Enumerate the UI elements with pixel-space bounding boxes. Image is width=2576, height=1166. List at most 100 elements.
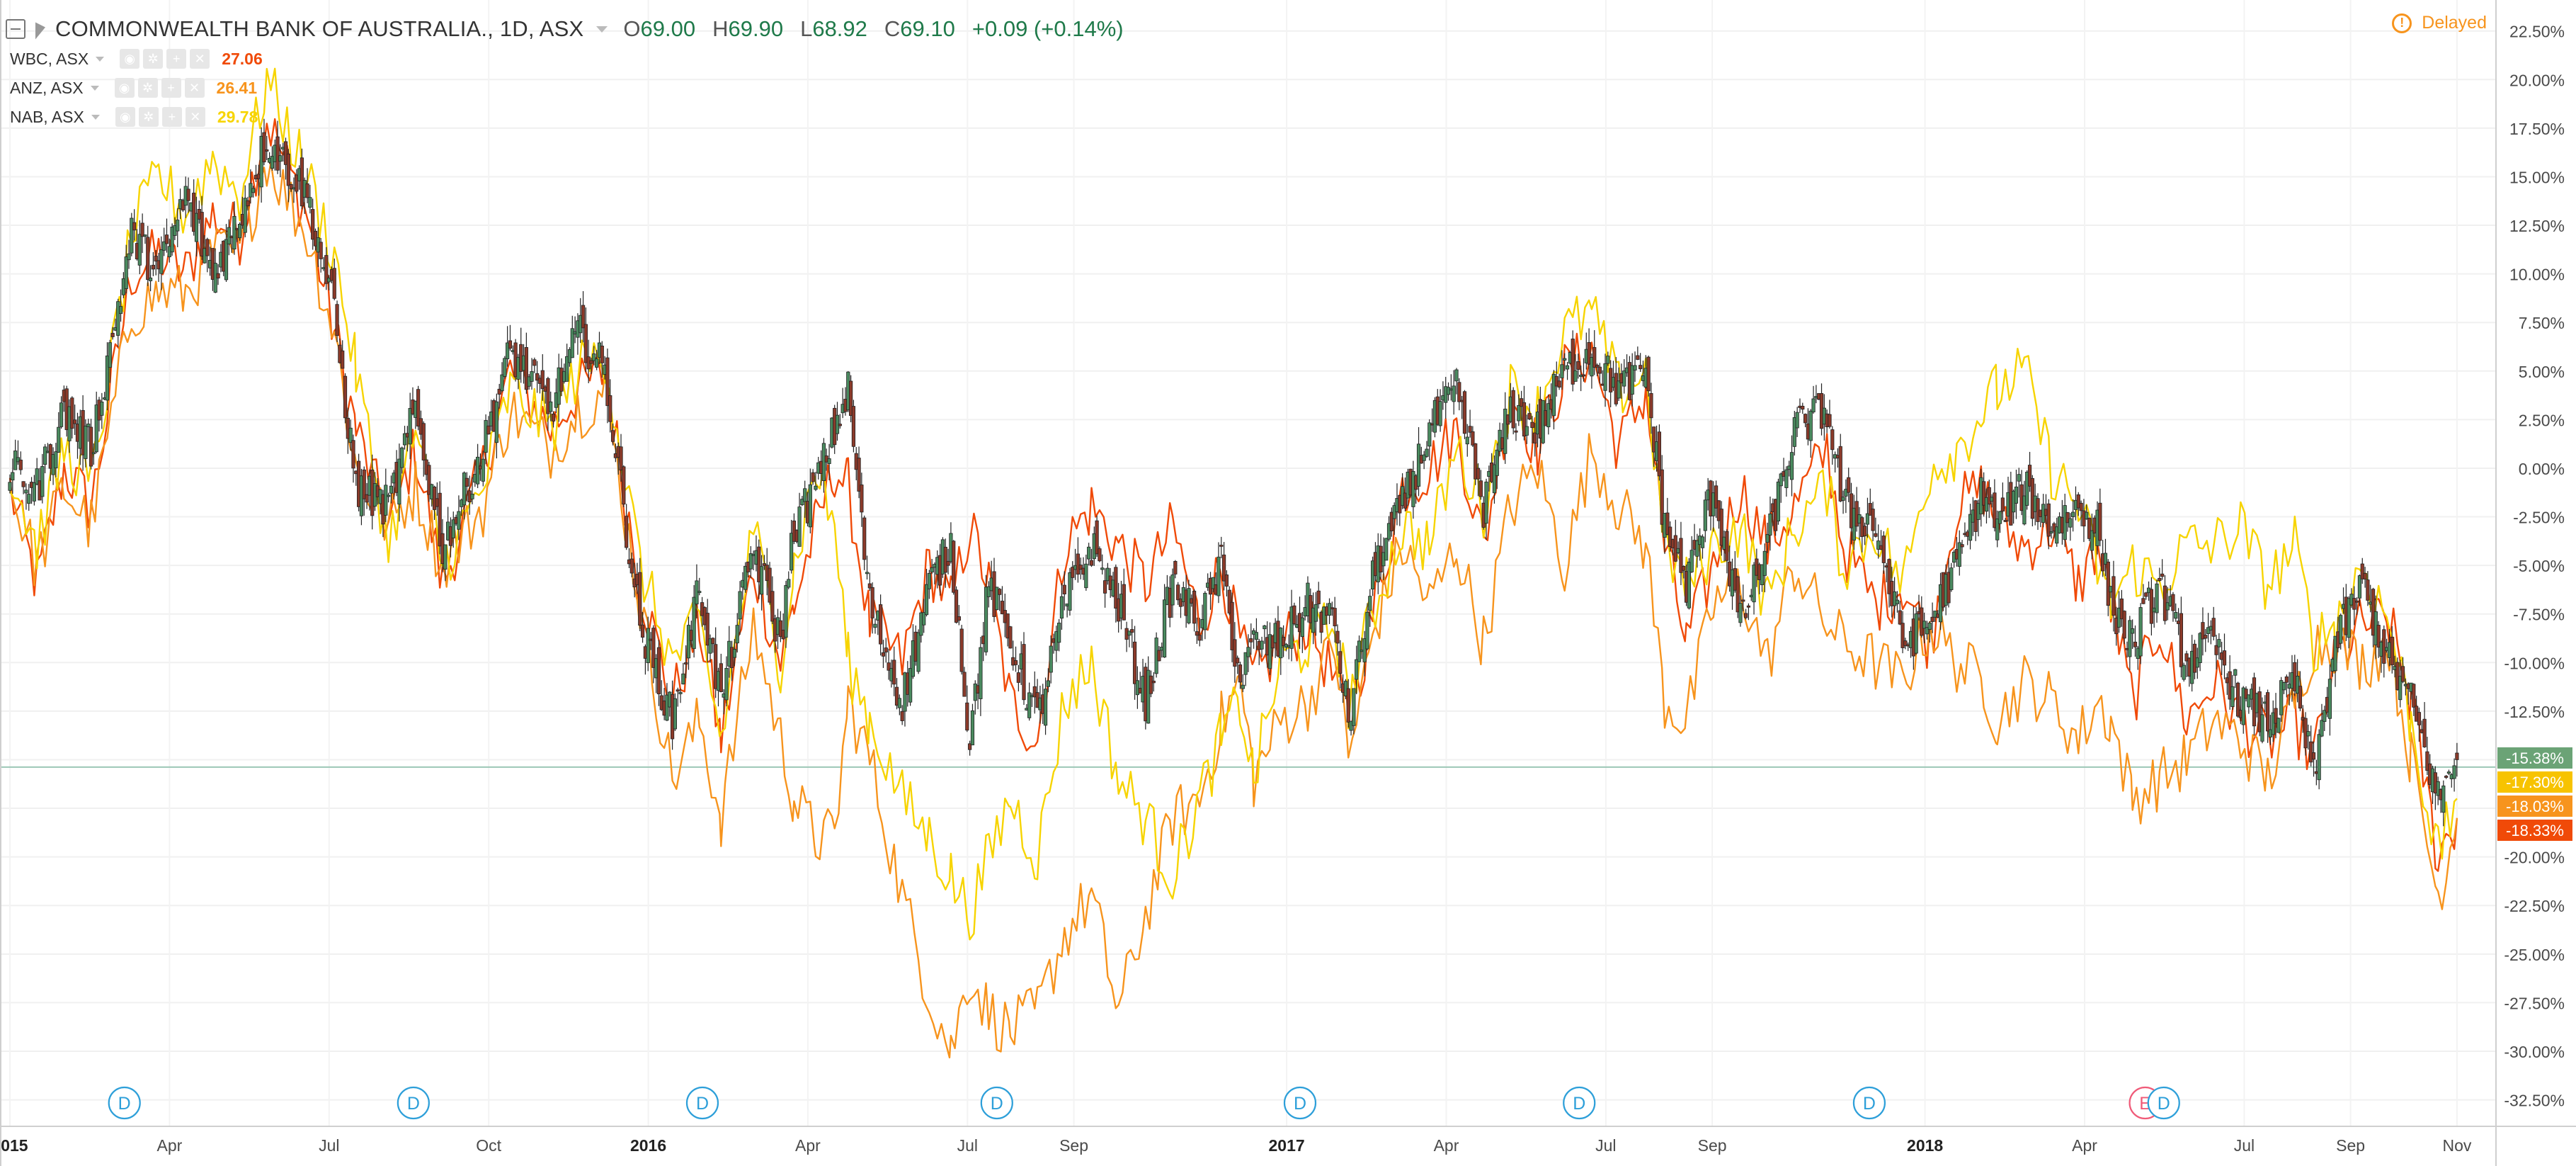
svg-text:-18.33%: -18.33%	[2506, 822, 2564, 839]
open-value: O69.00	[623, 16, 696, 41]
dividend-event-marker[interactable]: D	[108, 1086, 141, 1120]
compare-item-anz[interactable]: ANZ, ASX ◉ ✲ + ✕ 26.41	[10, 76, 257, 100]
y-tick-label: 12.50%	[2509, 217, 2565, 235]
chevron-down-icon[interactable]	[90, 85, 99, 91]
candle-body	[1895, 599, 1900, 604]
compare-item-wbc[interactable]: WBC, ASX ◉ ✲ + ✕ 27.06	[10, 47, 263, 71]
candle-body	[470, 494, 474, 499]
x-tick-label: Apr	[156, 1136, 182, 1155]
candle-body	[676, 689, 680, 692]
candle-body	[1454, 369, 1459, 382]
candle-body	[506, 342, 510, 359]
candle-body	[957, 616, 961, 621]
candle-body	[873, 623, 877, 628]
candle-body	[2133, 641, 2138, 647]
candle-body	[2436, 781, 2440, 796]
candle-body	[1008, 626, 1013, 649]
chevron-down-icon[interactable]	[91, 114, 100, 120]
y-tick-label: -5.00%	[2513, 557, 2565, 575]
candle-body	[2222, 650, 2227, 666]
compare-symbol-label[interactable]: WBC, ASX	[10, 49, 89, 68]
candle-body	[1511, 390, 1515, 429]
candle-body	[1452, 385, 1456, 402]
close-icon[interactable]: ✕	[190, 49, 210, 69]
candle-body	[838, 424, 842, 426]
candle-body	[678, 692, 683, 694]
candle-body	[2184, 653, 2189, 662]
dividend-event-marker[interactable]: D	[980, 1086, 1013, 1120]
candle-body	[2284, 677, 2289, 683]
gear-icon[interactable]: ✲	[137, 78, 158, 98]
candle-body	[1982, 481, 1986, 506]
candle-body	[2417, 712, 2422, 725]
candle-body	[243, 198, 247, 233]
candle-body	[1714, 485, 1719, 509]
close-icon[interactable]: ✕	[184, 78, 205, 98]
candle-body	[1738, 603, 1743, 623]
candle-body	[402, 433, 407, 446]
candle-body	[719, 663, 723, 692]
chevron-down-icon[interactable]	[96, 56, 105, 62]
collapse-icon[interactable]	[6, 19, 25, 39]
candle-body	[500, 374, 504, 392]
candle-body	[1838, 446, 1842, 502]
eye-icon[interactable]: ◉	[120, 49, 140, 69]
plus-icon[interactable]: +	[166, 49, 187, 69]
candle-body	[986, 586, 991, 597]
series-line	[8, 118, 2458, 872]
candle-body	[237, 224, 242, 239]
candle-body	[105, 355, 110, 401]
candle-body	[1263, 625, 1267, 630]
eye-icon[interactable]: ◉	[115, 107, 135, 127]
close-icon[interactable]: ✕	[185, 107, 205, 127]
candle-body	[784, 585, 788, 638]
x-tick-label: Apr	[2072, 1136, 2097, 1155]
candle-body	[1438, 401, 1442, 426]
candle-body	[146, 237, 150, 281]
eye-icon[interactable]: ◉	[114, 78, 135, 98]
compare-symbol-label[interactable]: NAB, ASX	[10, 107, 84, 126]
candle-body	[2141, 598, 2145, 604]
candle-body	[451, 519, 455, 538]
candle-body	[1170, 574, 1175, 606]
candle-body	[811, 472, 815, 482]
candle-body	[400, 447, 404, 468]
dividend-event-marker[interactable]: D	[397, 1086, 430, 1120]
chevron-down-icon[interactable]	[596, 26, 608, 33]
dividend-event-marker[interactable]: D	[685, 1086, 719, 1120]
candle-body	[1105, 567, 1110, 582]
candle-body	[711, 638, 715, 645]
dividend-event-marker[interactable]: D	[1852, 1086, 1886, 1120]
x-tick-label: Jul	[2234, 1136, 2255, 1155]
dividend-event-marker[interactable]: D	[1563, 1086, 1596, 1120]
plus-icon[interactable]: +	[161, 107, 182, 127]
candle-body	[2352, 598, 2356, 610]
candle-body	[332, 268, 336, 299]
candle-body	[1925, 627, 1930, 635]
compare-symbol-label[interactable]: ANZ, ASX	[10, 78, 84, 97]
candle-body	[2382, 629, 2386, 664]
candle-body	[1581, 374, 1586, 377]
plus-icon[interactable]: +	[161, 78, 181, 98]
gear-icon[interactable]: ✲	[143, 49, 164, 69]
dividend-event-marker[interactable]: D	[1283, 1086, 1317, 1120]
candle-body	[2111, 576, 2116, 616]
delayed-indicator[interactable]: ! Delayed	[2392, 13, 2487, 33]
candle-body	[608, 395, 612, 422]
dividend-event-marker[interactable]: D	[2147, 1086, 2180, 1120]
candle-body	[1416, 443, 1421, 487]
gear-icon[interactable]: ✲	[138, 107, 159, 127]
compare-item-nab[interactable]: NAB, ASX ◉ ✲ + ✕ 29.78	[10, 105, 258, 129]
symbol-title[interactable]: COMMONWEALTH BANK OF AUSTRALIA., 1D, ASX	[55, 16, 584, 41]
candle-body	[1281, 637, 1286, 647]
candle-body	[770, 591, 775, 622]
y-tick-label: -27.50%	[2504, 994, 2565, 1012]
svg-text:D: D	[1863, 1094, 1876, 1114]
candle-body	[965, 702, 969, 731]
candle-body	[1957, 542, 1961, 567]
candle-body	[2309, 741, 2313, 763]
candle-body	[2320, 720, 2324, 737]
